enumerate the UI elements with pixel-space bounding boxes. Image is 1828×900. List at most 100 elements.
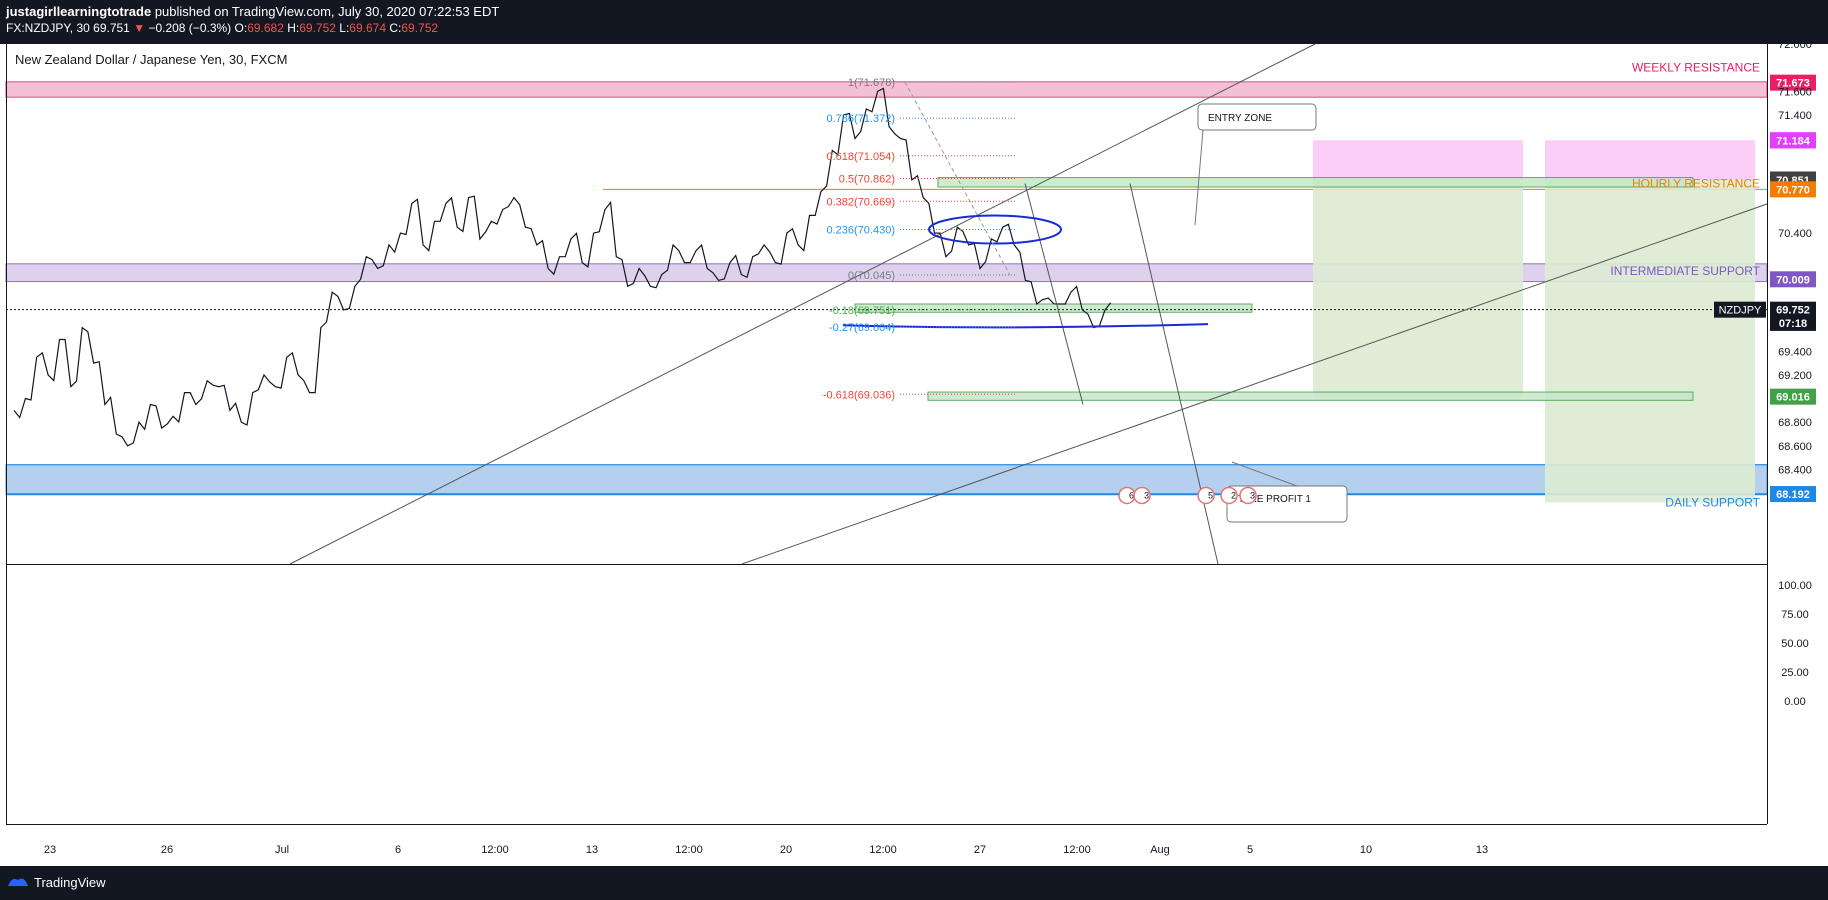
published-text: published on TradingView.com, July 30, 2… — [154, 4, 500, 19]
fib-layer: 1(71.678) 0.786(71.372) 0.618(71.054) 0.5(7… — [823, 77, 1015, 401]
price-tag-5: 70.770 — [1770, 181, 1816, 198]
close-label: C: — [389, 21, 402, 35]
x-tick-10: 12:00 — [1063, 844, 1091, 856]
low-value: 69.674 — [349, 21, 386, 35]
trade-layer — [854, 140, 1755, 503]
price-tag-bg-9 — [1770, 388, 1816, 405]
symbol-label[interactable]: FX:NZDJPY, 30 — [6, 21, 90, 35]
low-label: L: — [339, 21, 350, 35]
y-tick-0: 72.000 — [1778, 44, 1812, 51]
support-curve — [842, 323, 1209, 329]
x-tick-7: 20 — [780, 844, 792, 856]
price-tag-bg-6 — [1770, 271, 1816, 288]
event-badge-circle-2 — [1197, 486, 1215, 505]
entry-callout-pointer — [1194, 129, 1204, 226]
event-badge-1: 3 — [1133, 486, 1151, 505]
y-tick-5: 69.200 — [1778, 370, 1812, 382]
y-tick-4: 69.400 — [1778, 346, 1812, 358]
tradingview-logo-icon[interactable] — [6, 874, 30, 890]
price-tag-bg-0 — [1770, 74, 1816, 91]
price-tag-text-9: 69.016 — [1776, 392, 1810, 404]
fib-label-4: 0.382(70.669) — [827, 196, 896, 208]
change-arrow: ▼ — [133, 21, 146, 35]
price-tag-2: 71.184 — [1770, 132, 1816, 149]
indicator-tick-0: 100.00 — [1778, 580, 1812, 592]
event-badge-text-1: 3 — [1144, 490, 1149, 500]
price-tag-text-10: 68.192 — [1776, 489, 1810, 501]
x-tick-3: 6 — [395, 844, 401, 856]
intermediate-support-label: INTERMEDIATE SUPPORT — [1610, 264, 1760, 278]
fib-label-3: 0.5(70.862) — [839, 173, 895, 185]
price-tag-text-8: 07:18 — [1779, 318, 1807, 330]
y-tick-8: 68.400 — [1778, 464, 1812, 476]
price-axis-border — [1767, 44, 1768, 824]
x-tick-13: 10 — [1360, 844, 1372, 856]
symbol-tag-bg — [1714, 301, 1766, 318]
x-tick-6: 12:00 — [675, 844, 703, 856]
price-change: −0.208 (−0.3%) — [148, 21, 232, 35]
target-zone-1 — [1313, 140, 1523, 180]
price-tag-bg-10 — [1770, 486, 1816, 503]
chart-canvas[interactable]: 1(71.678) 0.786(71.372) 0.618(71.054) 0.5(7… — [0, 44, 1828, 866]
price-tag-text-6: 70.009 — [1776, 274, 1810, 286]
price-tag-6: 70.009 — [1770, 271, 1816, 288]
price-tag-9: 69.016 — [1770, 388, 1816, 405]
x-tick-12: 5 — [1247, 844, 1253, 856]
x-tick-0: 23 — [44, 844, 56, 856]
footer-brand[interactable]: TradingView — [34, 875, 106, 890]
x-tick-5: 13 — [586, 844, 598, 856]
x-tick-1: 26 — [161, 844, 173, 856]
open-value: 69.682 — [247, 21, 284, 35]
price-tag-0: 71.673 — [1770, 74, 1816, 91]
event-badge-circle-3 — [1220, 486, 1238, 505]
y-tick-7: 68.600 — [1778, 441, 1812, 453]
projection-arrow-1 — [1024, 183, 1084, 405]
symbol-tag: NZDJPY — [1714, 301, 1766, 318]
tp-callout-box — [1226, 485, 1348, 523]
x-tick-11: Aug — [1150, 844, 1170, 856]
uptrend-line-1 — [289, 44, 1316, 565]
event-badge-text-0: 6 — [1129, 490, 1134, 500]
indicator-tick-2: 50.00 — [1781, 638, 1809, 650]
take-profit-callout: TAKE PROFIT 1 — [1226, 461, 1348, 523]
entry-callout-text: ENTRY ZONE — [1208, 113, 1272, 124]
fib-label-8: -0.27(69.604) — [829, 322, 895, 334]
event-badge-4: 3 — [1239, 486, 1257, 505]
y-tick-3: 70.400 — [1778, 228, 1812, 240]
event-badge-0: 6 — [1118, 486, 1136, 505]
high-value: 69.752 — [299, 21, 336, 35]
symbol-tag-text: NZDJPY — [1719, 305, 1762, 317]
y-tick-1: 71.600 — [1778, 86, 1812, 98]
event-badge-3: 2 — [1220, 486, 1238, 505]
entry-zone-callout: ENTRY ZONE — [1194, 103, 1317, 226]
last-price: 69.751 — [93, 21, 130, 35]
event-badge-text-3: 2 — [1231, 490, 1236, 500]
entry-callout-box — [1197, 103, 1317, 131]
event-badge-circle-4 — [1239, 486, 1257, 505]
price-tag-text-0: 71.673 — [1776, 78, 1810, 90]
author-name[interactable]: justagirllearningtotrade — [6, 4, 152, 19]
take-profit-zone-box — [927, 391, 1694, 401]
y-tick-2: 71.400 — [1778, 110, 1812, 122]
event-badge-circle-1 — [1133, 486, 1151, 505]
fib-label-2: 0.618(71.054) — [827, 151, 896, 163]
trade-zone-2 — [1545, 179, 1755, 503]
event-badge-text-2: 5 — [1208, 490, 1213, 500]
x-tick-9: 27 — [974, 844, 986, 856]
price-tag-text-2: 71.184 — [1776, 135, 1811, 147]
weekly-resistance-label: WEEKLY RESISTANCE — [1632, 61, 1760, 75]
fib-label-0: 1(71.678) — [848, 77, 895, 89]
publish-line: justagirllearningtotrade published on Tr… — [6, 4, 499, 19]
current-zone-box — [854, 303, 1253, 313]
fib-diagonal — [904, 81, 1011, 276]
labels-layer: WEEKLY RESISTANCE HOURLY RESISTANCE INTERM… — [1118, 61, 1761, 523]
indicator-tick-1: 75.00 — [1781, 609, 1809, 621]
left-border — [6, 44, 7, 824]
ohlc-line: FX:NZDJPY, 30 69.751 ▼ −0.208 (−0.3%) O:… — [6, 21, 438, 35]
time-axis-border — [6, 824, 1767, 825]
price-tag-bg-7 — [1770, 301, 1816, 318]
price-tag-text-7: 69.752 — [1776, 305, 1810, 317]
price-tag-bg-8 — [1770, 314, 1816, 331]
x-tick-14: 13 — [1476, 844, 1488, 856]
x-tick-2: Jul — [275, 844, 289, 856]
